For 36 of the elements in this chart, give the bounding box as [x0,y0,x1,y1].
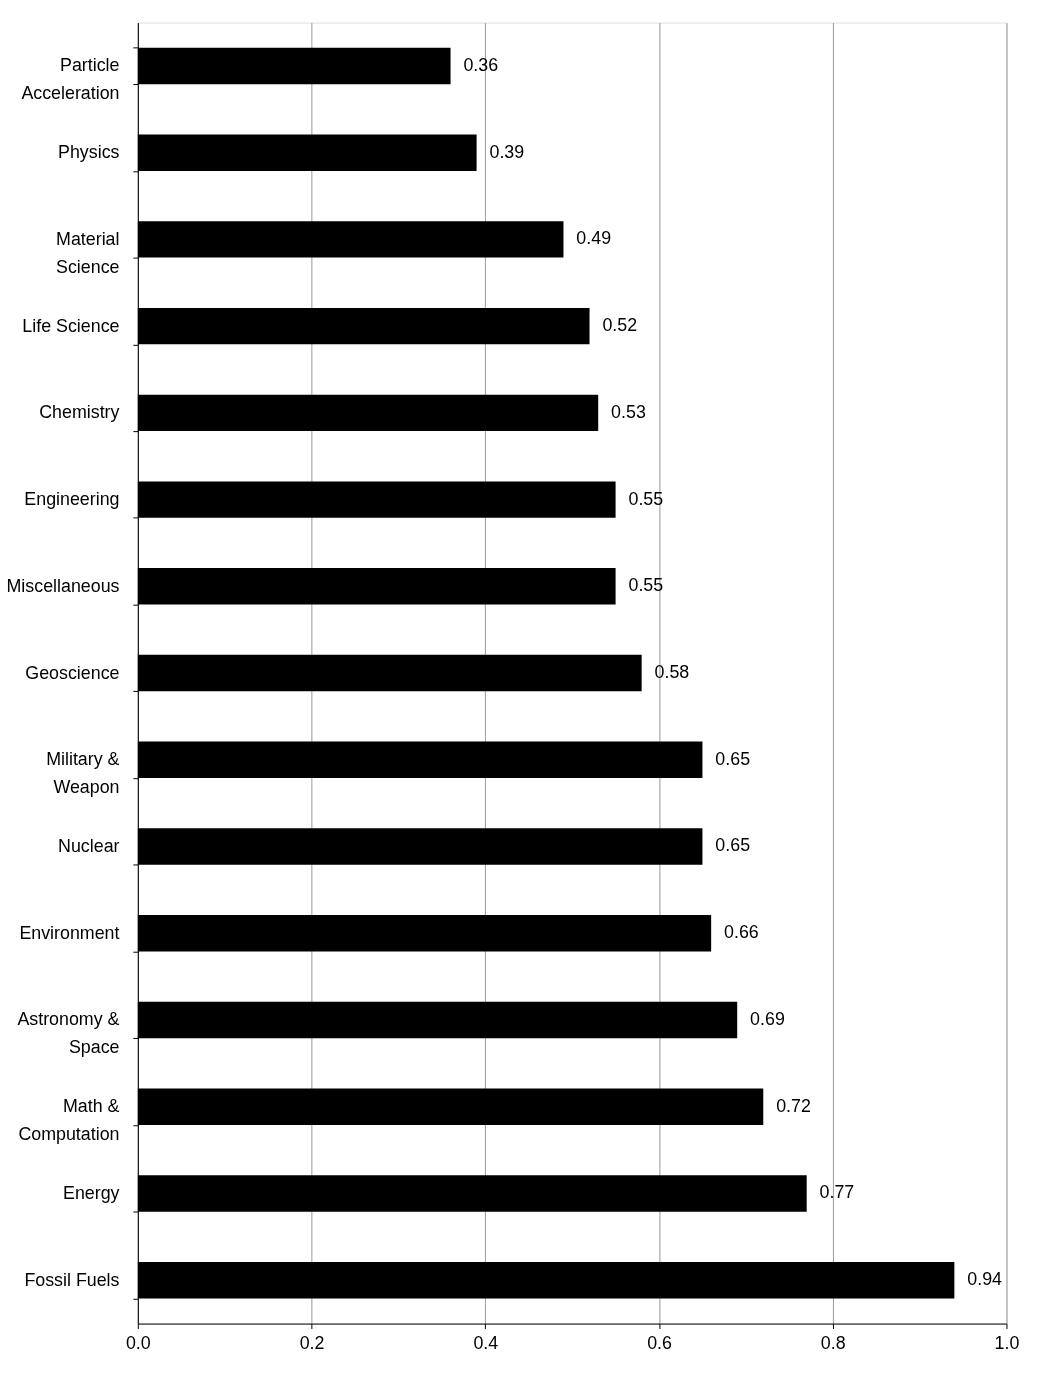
y-tick-label: Particle Acceleration [21,55,120,104]
data-label: 0.55 [628,488,664,509]
y-tick-label: Engineering [24,489,120,510]
y-tick-label: Military & Weapon [46,749,120,798]
y-tick-label: Miscellaneous [6,575,120,596]
data-label: 0.72 [776,1095,811,1116]
x-tick-label: 0.0 [125,1332,151,1353]
data-label: 0.65 [715,835,751,856]
data-label: 0.53 [611,401,646,422]
x-tick-label: 0.8 [820,1332,846,1353]
data-label: 0.36 [463,54,499,75]
y-tick-label: Geoscience [25,662,120,683]
y-tick-label: Energy [62,1182,120,1203]
x-tick-label: 0.2 [299,1332,325,1353]
data-label: 0.39 [489,141,525,162]
x-tick-label: 0.4 [473,1332,499,1353]
y-tick-label: Physics [58,142,120,163]
x-tick-label: 1.0 [994,1332,1020,1353]
y-tick-label: Environment [19,922,120,943]
data-label: 0.65 [715,748,751,769]
x-tick-label: 0.6 [647,1332,672,1353]
data-label: 0.58 [654,662,690,683]
y-tick-label: Math & Computation [18,1096,120,1144]
y-tick-label: Nuclear [58,835,120,856]
data-label: 0.94 [967,1269,1003,1290]
y-tick-label: Chemistry [39,402,120,423]
data-label: 0.66 [724,922,759,943]
y-tick-label: Astronomy & Space [17,1009,120,1058]
data-label: 0.77 [819,1182,855,1203]
data-label: 0.52 [602,315,638,336]
y-tick-label: Life Science [22,315,120,336]
y-tick-label: Fossil Fuels [24,1269,120,1290]
y-tick-label: Material Science [56,228,120,277]
data-label: 0.55 [628,575,664,596]
data-label: 0.49 [576,228,612,249]
data-label: 0.69 [750,1008,785,1029]
